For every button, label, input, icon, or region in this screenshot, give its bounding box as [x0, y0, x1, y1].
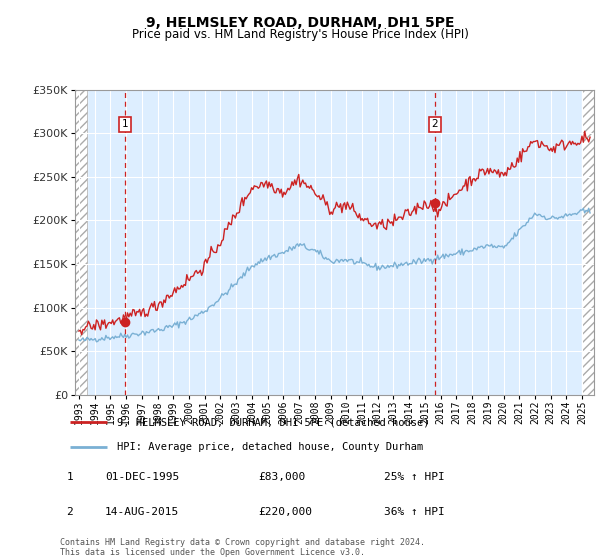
- Text: Contains HM Land Registry data © Crown copyright and database right 2024.
This d: Contains HM Land Registry data © Crown c…: [60, 538, 425, 557]
- Text: 9, HELMSLEY ROAD, DURHAM, DH1 5PE: 9, HELMSLEY ROAD, DURHAM, DH1 5PE: [146, 16, 454, 30]
- Text: 36% ↑ HPI: 36% ↑ HPI: [384, 507, 445, 517]
- Bar: [582, 90, 594, 395]
- Text: 2: 2: [431, 119, 438, 129]
- Bar: [75, 90, 87, 395]
- Text: 2: 2: [66, 507, 73, 517]
- Text: HPI: Average price, detached house, County Durham: HPI: Average price, detached house, Coun…: [118, 442, 424, 452]
- Bar: [75, 90, 87, 395]
- Text: 1: 1: [66, 472, 73, 482]
- Text: £83,000: £83,000: [258, 472, 305, 482]
- Text: 9, HELMSLEY ROAD, DURHAM, DH1 5PE (detached house): 9, HELMSLEY ROAD, DURHAM, DH1 5PE (detac…: [118, 417, 430, 427]
- Text: 14-AUG-2015: 14-AUG-2015: [105, 507, 179, 517]
- Bar: [582, 90, 594, 395]
- Text: 1: 1: [122, 119, 128, 129]
- Text: 01-DEC-1995: 01-DEC-1995: [105, 472, 179, 482]
- Text: 25% ↑ HPI: 25% ↑ HPI: [384, 472, 445, 482]
- Text: Price paid vs. HM Land Registry's House Price Index (HPI): Price paid vs. HM Land Registry's House …: [131, 28, 469, 41]
- Text: £220,000: £220,000: [258, 507, 312, 517]
